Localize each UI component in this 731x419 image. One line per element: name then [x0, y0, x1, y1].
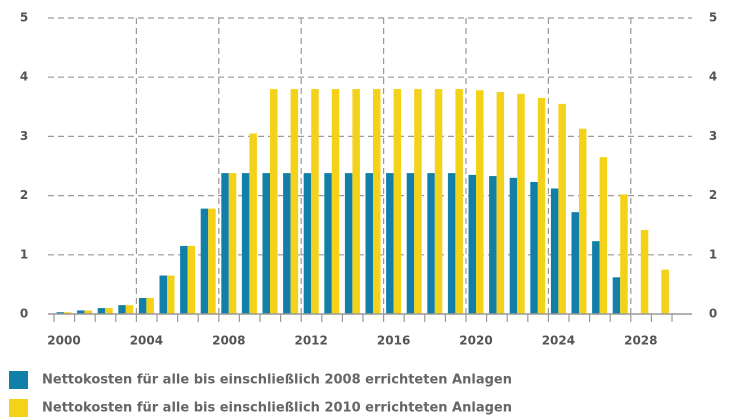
bar [406, 173, 415, 314]
y2-tick-label: 3 [709, 129, 717, 143]
bar [344, 173, 353, 314]
y-tick-label: 4 [20, 70, 28, 84]
bar [468, 174, 476, 314]
x-tick-label: 2020 [459, 334, 492, 348]
bar [434, 89, 443, 314]
y-tick-label: 0 [20, 307, 28, 321]
bar [612, 277, 621, 314]
y-tick-label: 1 [20, 247, 28, 261]
y-tick-label: 3 [20, 129, 28, 143]
bar [661, 269, 669, 314]
bar [447, 173, 456, 314]
bar [414, 89, 422, 314]
y-tick-label: 2 [20, 188, 28, 202]
x-tick-label: 2024 [542, 334, 575, 348]
bar [517, 93, 525, 314]
bar [530, 181, 538, 314]
y2-tick-label: 1 [709, 247, 717, 261]
bar [324, 173, 332, 314]
bar [599, 157, 608, 314]
bar [105, 308, 113, 314]
bar [550, 188, 559, 314]
x-tick-label: 2004 [130, 334, 163, 348]
bar [241, 173, 250, 314]
bar [84, 310, 93, 314]
bar [187, 245, 196, 314]
bar [640, 229, 649, 314]
bar [427, 173, 435, 314]
bar [489, 176, 497, 314]
bar [303, 173, 312, 314]
x-tick-label: 2012 [294, 334, 327, 348]
bar [167, 275, 175, 314]
bar [365, 173, 373, 314]
bar [537, 97, 546, 314]
bar [97, 308, 106, 314]
bar [571, 212, 579, 314]
bar [56, 312, 64, 314]
bar [208, 208, 216, 314]
bar [373, 89, 381, 314]
bar [118, 305, 126, 314]
bar [476, 90, 484, 314]
bar [77, 310, 85, 314]
bar [386, 173, 394, 314]
bar [579, 128, 587, 314]
bar [228, 173, 237, 314]
bar [311, 89, 319, 314]
y2-tick-label: 0 [709, 307, 717, 321]
bar [200, 208, 209, 314]
legend: Nettokosten für alle bis einschließlich … [9, 371, 512, 417]
bar [290, 89, 299, 314]
x-tick-label: 2016 [377, 334, 410, 348]
bar [283, 173, 291, 314]
x-tick-label: 2028 [624, 334, 657, 348]
y2-tick-label: 4 [709, 70, 717, 84]
bar [180, 245, 188, 314]
bar [64, 312, 72, 314]
bar [146, 298, 154, 314]
bar [496, 92, 505, 314]
bar [138, 298, 147, 314]
legend-swatch [9, 371, 28, 389]
bar [592, 241, 600, 314]
bar [270, 89, 278, 314]
x-tick-label: 2000 [47, 334, 80, 348]
x-tick-label: 2008 [212, 334, 245, 348]
y-tick-label: 5 [20, 11, 28, 25]
bar [262, 173, 270, 314]
legend-label: Nettokosten für alle bis einschließlich … [42, 401, 512, 416]
bar [159, 275, 167, 314]
bar [125, 305, 134, 314]
y2-tick-label: 5 [709, 11, 717, 25]
bar [455, 89, 463, 314]
bar [249, 133, 257, 314]
bar [509, 177, 518, 314]
bar [221, 173, 229, 314]
bar [393, 89, 402, 314]
bar [331, 89, 340, 314]
bar [558, 103, 566, 314]
legend-swatch [9, 399, 28, 417]
bar [352, 89, 360, 314]
y2-tick-label: 2 [709, 188, 717, 202]
legend-label: Nettokosten für alle bis einschließlich … [42, 373, 512, 388]
bar [620, 194, 628, 314]
